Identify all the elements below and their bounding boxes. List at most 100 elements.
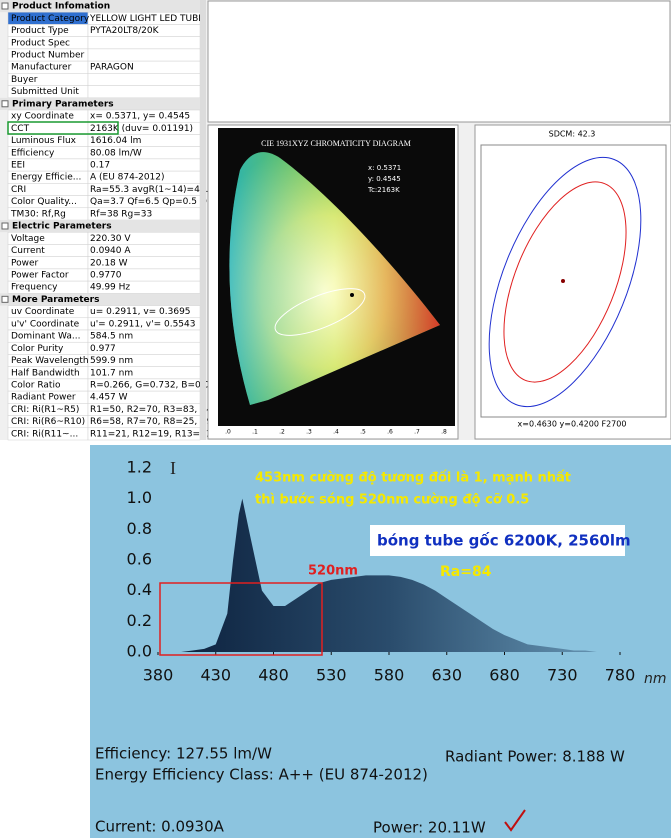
row-name: EEI — [11, 161, 25, 171]
row-value: 599.9 nm — [90, 356, 133, 366]
stat: Radiant Power: 8.188 W — [445, 748, 625, 766]
y-tick-label: 0.6 — [127, 550, 152, 569]
y-tick-label: 0.2 — [127, 611, 152, 630]
row-name: xy Coordinate — [11, 112, 74, 122]
row-name: CRI — [11, 185, 26, 195]
cie-info: Tc:2163K — [367, 186, 400, 194]
row-value: R=0.266, G=0.732, B=0.0 — [90, 381, 210, 391]
scrollbar[interactable] — [200, 0, 206, 440]
row-name: Frequency — [11, 283, 58, 293]
y-tick-label: 0.4 — [127, 580, 152, 599]
y-tick-label: 0.8 — [127, 519, 152, 538]
row-name: Submitted Unit — [11, 87, 79, 97]
row-value: u'= 0.2911, v'= 0.5543 — [90, 319, 196, 329]
row-name: Current — [11, 246, 45, 256]
section-header-bg — [0, 0, 200, 13]
cie-axis-label: .8 — [441, 429, 447, 436]
row-name: Product Category — [11, 14, 90, 24]
row-value: Qa=3.7 Qf=6.5 Qp=0.5 Q — [90, 197, 207, 207]
row-name: CCT — [11, 124, 30, 134]
row-name: Buyer — [11, 75, 38, 85]
row-value: x= 0.5371, y= 0.4545 — [90, 112, 190, 122]
row-name: Product Spec — [11, 38, 70, 48]
x-tick-label: 780 — [605, 666, 636, 685]
collapse-icon[interactable] — [1, 222, 9, 230]
row-name: CRI: Ri(R1~R5) — [11, 405, 79, 415]
section-header-bg — [0, 293, 200, 306]
unit: nm — [644, 671, 667, 687]
y-tick-label: 1.2 — [127, 458, 152, 477]
collapse-icon[interactable] — [1, 295, 9, 303]
cie-point — [350, 293, 354, 297]
row-name: TM30: Rf,Rg — [10, 209, 66, 219]
row-value: 49.99 Hz — [90, 283, 130, 293]
collapse-icon[interactable] — [1, 100, 9, 108]
x-tick-label: 630 — [431, 666, 462, 685]
cie-axis-label: .1 — [252, 429, 258, 436]
cie-axis-label: .0 — [225, 429, 231, 436]
cie-info: y: 0.4545 — [368, 175, 401, 183]
row-value: 0.9770 — [90, 271, 122, 281]
row-value: 20.18 W — [90, 258, 128, 268]
cie-axis-label: .3 — [306, 429, 312, 436]
annotation: 453nm cường độ tương đối là 1, mạnh nhất — [255, 471, 571, 486]
row-name: Voltage — [11, 234, 45, 244]
row-name: Half Bandwidth — [11, 368, 80, 378]
annotation: thì bước sóng 520nm cường độ cỡ 0.5 — [255, 493, 529, 508]
row-value: 220.30 V — [90, 234, 131, 244]
row-value: 0.977 — [90, 344, 116, 354]
row-name: Color Ratio — [11, 381, 61, 391]
row-name: Product Type — [11, 26, 69, 36]
x-tick-label: 380 — [143, 666, 174, 685]
section-header: Electric Parameters — [12, 222, 112, 232]
section-header: More Parameters — [12, 295, 99, 305]
collapse-icon[interactable] — [1, 2, 9, 10]
section-header-bg — [0, 97, 200, 110]
row-value: Ra=55.3 avgR(1~14)=42.8 — [90, 185, 214, 195]
row-name: Manufacturer — [11, 63, 72, 73]
cie-axis-label: .4 — [333, 429, 339, 436]
x-tick-label: 580 — [374, 666, 405, 685]
stat: Current: 0.0930A — [95, 818, 225, 836]
cie-axis-label: .7 — [414, 429, 420, 436]
sdcm-inner — [503, 181, 627, 383]
row-value: R6=58, R7=70, R8=25, R9 — [90, 417, 212, 427]
cie-axis-label: .6 — [387, 429, 393, 436]
cie-title: CIE 1931XYZ CHROMATICITY DIAGRAM — [261, 139, 411, 148]
row-name: Product Number — [11, 51, 84, 61]
stat: Energy Efficiency Class: A++ (EU 874-201… — [95, 766, 428, 784]
y-tick-label: 1.0 — [127, 488, 152, 507]
cie-info: x: 0.5371 — [368, 164, 401, 172]
row-value: 2163K (duv= 0.01191) — [90, 124, 193, 134]
sdcm-frame — [480, 144, 667, 418]
row-name: CRI: Ri(R6~R10) — [11, 417, 85, 427]
row-name: uv Coordinate — [11, 307, 75, 317]
row-name: Peak Wavelength — [11, 356, 89, 366]
highlight-box — [159, 582, 323, 656]
row-value: 101.7 nm — [90, 368, 133, 378]
row-value: A (EU 874-2012) — [90, 173, 165, 183]
badge-box — [370, 525, 625, 556]
row-name: Power Factor — [11, 271, 69, 281]
row-name: Luminous Flux — [11, 136, 77, 146]
row-value: PYTA20LT8/20K — [90, 26, 160, 36]
cie-axis-label: .5 — [360, 429, 366, 436]
spectrum-area — [158, 498, 620, 652]
badge: bóng tube gốc 6200K, 2560lm — [377, 531, 631, 550]
planckian-locus — [274, 288, 366, 336]
stat: Power: 20.11W — [373, 819, 486, 837]
section-header-bg — [0, 220, 200, 233]
sdcm-outer — [488, 156, 642, 408]
row-name: Radiant Power — [11, 393, 76, 403]
row-value: R1=50, R2=70, R3=83, R4 — [90, 405, 212, 415]
row-name: u'v' Coordinate — [11, 319, 80, 329]
x-tick-label: 680 — [489, 666, 520, 685]
row-value: 80.08 lm/W — [90, 148, 142, 158]
row-value: 0.0940 A — [90, 246, 131, 256]
row-value: 584.5 nm — [90, 332, 133, 342]
row-value-cell — [87, 36, 201, 50]
row-value: YELLOW LIGHT LED TUBE — [89, 14, 204, 24]
row-name: Dominant Wa... — [11, 332, 80, 342]
section-header: Product Infomation — [12, 2, 110, 12]
spectrum-panel — [207, 0, 671, 123]
